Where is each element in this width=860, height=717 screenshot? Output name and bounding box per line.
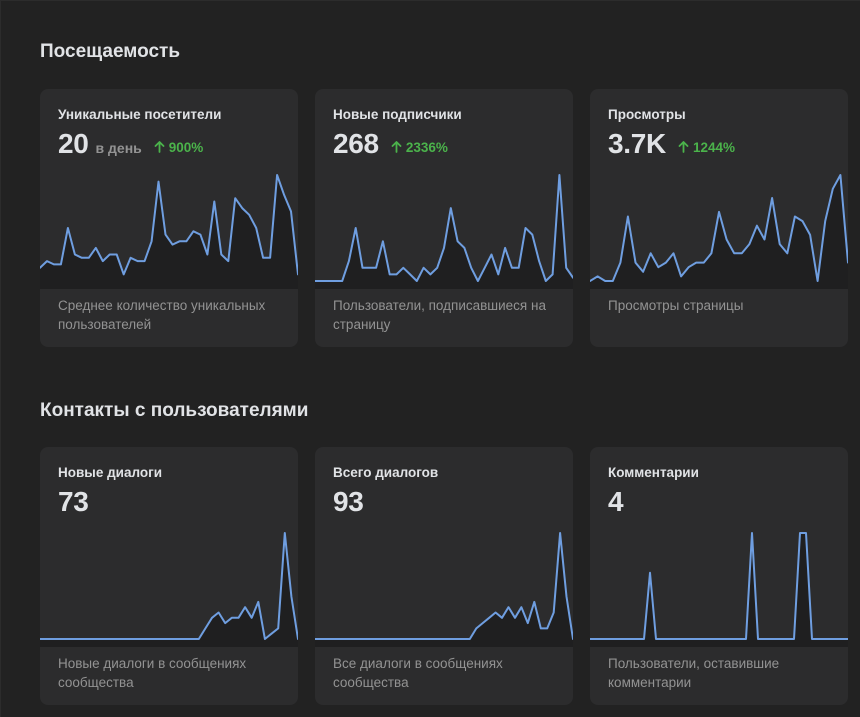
card-label: Всего диалогов: [333, 465, 439, 480]
card-value: 4: [608, 486, 624, 517]
section-title-attendance: Посещаемость: [40, 41, 181, 62]
card-value: 93: [333, 486, 364, 517]
card-delta-value: 1244%: [692, 139, 735, 155]
card-description: Просмотры страницы: [608, 298, 744, 313]
sparkline-chart: [40, 174, 298, 289]
card-description: Новые диалоги в сообщениях сообщества: [58, 656, 247, 690]
card-value-row: 268 2336%: [333, 128, 448, 160]
arrow-up-icon: [154, 141, 165, 153]
card-value: 73: [58, 486, 89, 517]
sparkline-line: [315, 174, 573, 282]
card-unit: в день: [95, 140, 142, 156]
card-value-row: 20 в день 900%: [58, 128, 203, 160]
card-label: Уникальные посетители: [58, 107, 222, 122]
card-value-row: 93: [333, 486, 364, 518]
sparkline-area: [315, 175, 573, 289]
card-description: Пользователи, оставившие комментарии: [608, 656, 780, 690]
card-delta-value: 900%: [168, 139, 204, 155]
sparkline-area: [40, 533, 298, 647]
card-delta: 900%: [154, 139, 204, 155]
card-label: Новые диалоги: [58, 465, 163, 480]
card-delta: 1244%: [678, 140, 735, 155]
card-label: Просмотры: [608, 107, 686, 122]
contacts-cards: Новые диалоги 73 Новые диалоги в сообщения…: [40, 447, 848, 705]
sparkline-line: [590, 532, 848, 640]
sparkline-line: [40, 174, 298, 276]
arrow-up-icon: [391, 141, 402, 153]
card-new-dialogs[interactable]: Новые диалоги 73 Новые диалоги в сообщения…: [40, 447, 298, 705]
card-unique-visitors[interactable]: Уникальные посетители 20 в день 900% Среднее…: [40, 89, 298, 347]
sparkline-chart: [590, 532, 848, 647]
card-value: 3.7K: [608, 128, 666, 159]
card-label: Комментарии: [608, 465, 699, 480]
card-value-row: 3.7K 1244%: [608, 128, 735, 160]
card-views[interactable]: Просмотры 3.7K 1244% Просмотры страницы: [590, 89, 848, 347]
card-label: Новые подписчики: [333, 107, 462, 122]
card-value-row: 4: [608, 486, 624, 518]
card-description: Пользователи, подписавшиеся на страницу: [333, 298, 546, 332]
sparkline-line: [40, 532, 298, 640]
sparkline-chart: [315, 174, 573, 289]
section-title-contacts: Контакты с пользователями: [40, 400, 309, 421]
card-value: 268: [333, 128, 379, 159]
sparkline-line: [590, 174, 848, 282]
sparkline-area: [315, 533, 573, 647]
card-description: Все диалоги в сообщениях сообщества: [333, 656, 503, 690]
card-description: Среднее количество уникальных пользовате…: [58, 298, 266, 332]
card-delta-value: 2336%: [405, 139, 448, 155]
card-total-dialogs[interactable]: Всего диалогов 93 Все диалоги в сообщениях…: [315, 447, 573, 705]
sparkline-line: [315, 532, 573, 640]
card-delta: 2336%: [391, 140, 448, 155]
card-comments[interactable]: Комментарии 4 Пользователи, оставившие ком…: [590, 447, 848, 705]
attendance-cards: Уникальные посетители 20 в день 900% Среднее…: [40, 89, 848, 347]
sparkline-chart: [315, 532, 573, 647]
card-value-row: 73: [58, 486, 89, 518]
arrow-up-icon: [678, 141, 689, 153]
sparkline-chart: [40, 532, 298, 647]
card-new-subscribers[interactable]: Новые подписчики 268 2336% Пользователи, по…: [315, 89, 573, 347]
card-value: 20: [58, 128, 89, 159]
sparkline-chart: [590, 174, 848, 289]
sparkline-area: [40, 175, 298, 289]
